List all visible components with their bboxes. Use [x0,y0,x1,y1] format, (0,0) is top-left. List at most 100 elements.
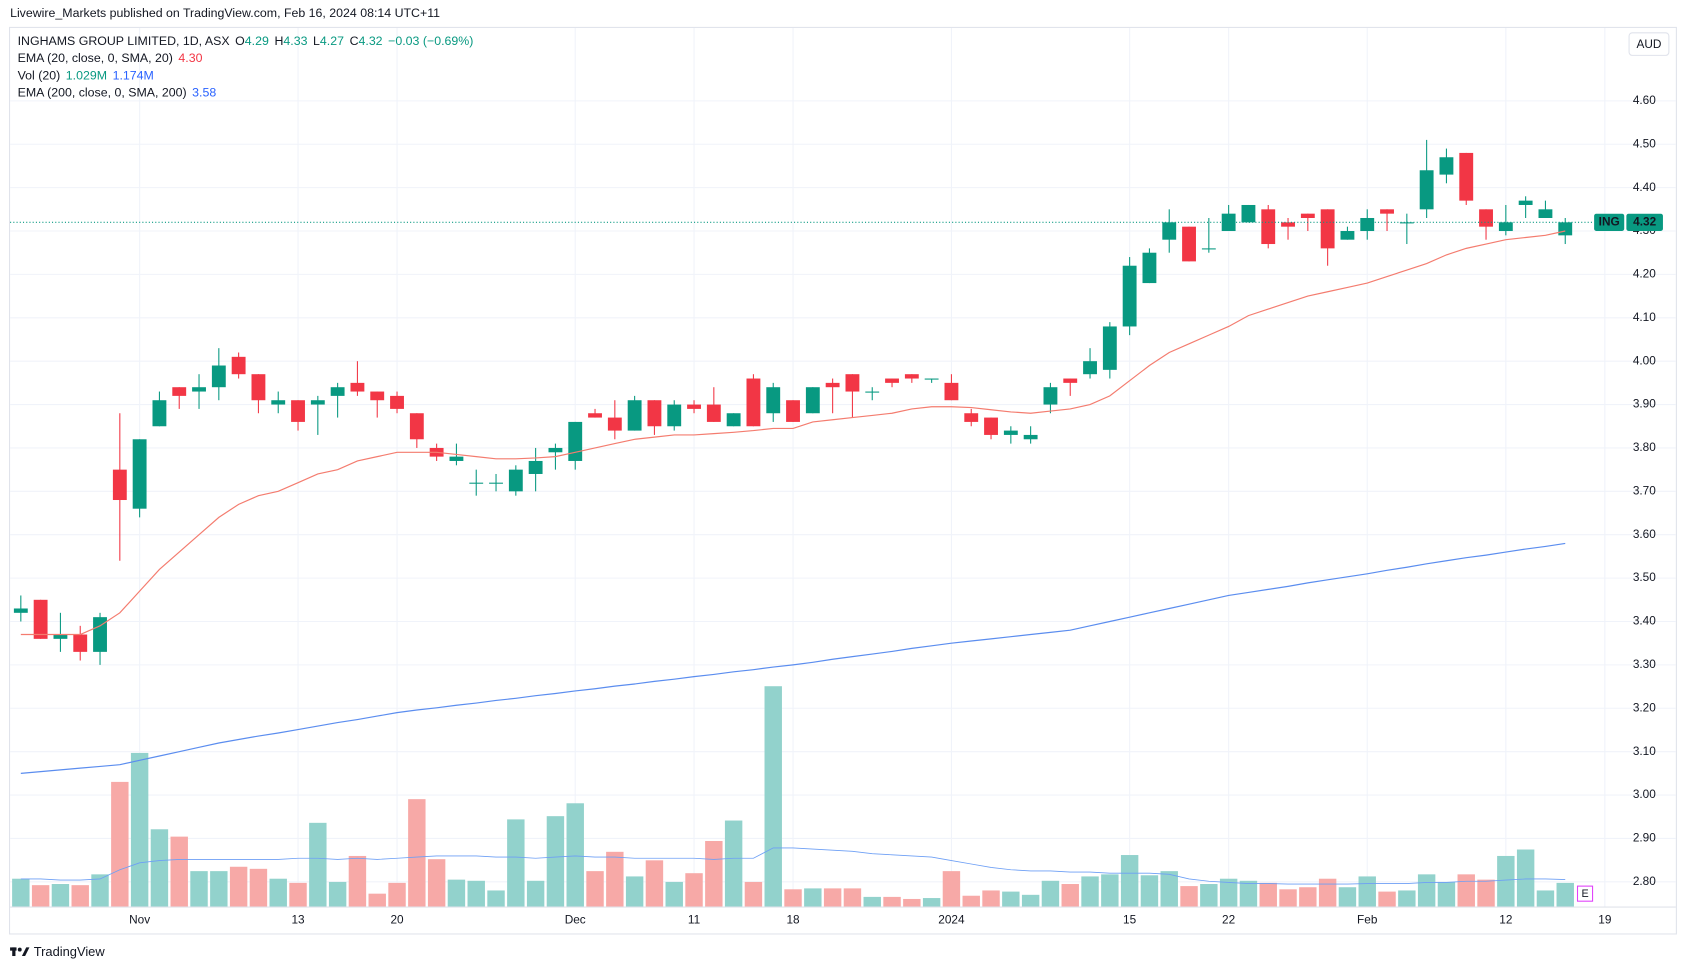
candle-body [1201,248,1216,250]
volume-bar [269,878,287,907]
candle-body [508,469,523,492]
volume-bar [843,888,862,907]
candle-body [904,374,919,379]
volume-bar [210,871,228,907]
volume-bar [685,873,703,907]
candle-body [1221,213,1236,232]
y-tick-label: 3.10 [1633,744,1656,758]
volume-bar [91,874,109,907]
volume-bar [1259,882,1277,907]
volume-bar [1299,887,1317,907]
legend-high: 4.33 [283,34,307,48]
candle-body [1063,378,1078,383]
candle-body [1102,326,1117,370]
candle-body [409,413,424,440]
candle-body [13,608,28,613]
x-tick-label: 12 [1499,913,1512,927]
candle-body [1003,430,1018,435]
chart-frame [8,26,1677,935]
volume-bar [1398,890,1416,907]
y-tick-label: 3.20 [1633,700,1656,714]
candle-body [251,374,266,401]
x-tick-label: 18 [786,913,800,927]
volume-bar [566,803,584,907]
volume-bar [130,752,149,907]
volume-bar [71,885,89,907]
y-tick-label: 4.10 [1633,310,1656,324]
candle-body [607,417,622,431]
candle-body [1459,152,1474,201]
x-tick-label: Dec [565,913,586,927]
currency-button[interactable] [1628,32,1670,56]
volume-bar [1318,878,1337,907]
volume-bar [1021,894,1040,907]
publish-header: Livewire_Markets published on TradingVie… [10,6,440,20]
volume-ma-line [20,847,1566,885]
volume-bar [31,885,50,907]
y-tick-label: 3.90 [1633,397,1656,411]
volume-bar [1120,855,1139,907]
earnings-marker-box [1576,885,1594,902]
volume-bar [526,880,545,907]
ema200-line [20,542,1566,774]
volume-bar [962,895,980,907]
legend-ema20-name: EMA (20, close, 0, SMA, 20) [18,51,173,65]
candle-body [1043,387,1058,405]
x-tick-label: 20 [390,913,404,927]
volume-bar [1200,884,1218,907]
candle-body [1399,222,1414,224]
candle-body [528,460,543,474]
volume-bar [606,851,624,907]
x-tick-label: 22 [1222,913,1235,927]
volume-bar [922,898,941,907]
tradingview-logo [10,947,30,957]
candle-body [310,400,325,405]
candle-body [964,413,979,422]
candle-body [132,439,147,509]
candle-body [1162,222,1177,240]
candle-body [1281,222,1295,227]
candle-body [390,395,404,409]
candle-body [687,404,701,409]
candle-body [33,599,48,639]
legend-close: 4.32 [359,34,383,48]
candle-body [112,469,127,501]
candle-layer [13,139,1573,665]
candle-body [825,382,840,388]
volume-bar [12,878,30,907]
candle-body [1558,222,1573,236]
volume-bar [982,890,1000,907]
volume-bar [1279,889,1297,907]
candle-body [231,356,246,375]
candle-body [1439,157,1454,175]
volume-bar [883,896,901,907]
volume-bar [863,896,881,907]
volume-bar [1457,874,1475,907]
volume-bar [586,871,604,907]
y-tick-label: 3.60 [1633,527,1656,541]
candle-body [370,391,385,401]
axis-layer: 2.80 2.90 3.00 3.10 3.20 3.30 3.40 3.50 3.60 3.70… [10,93,1676,927]
candle-body [172,387,187,396]
candle-body [53,634,68,639]
currency-label[interactable]: AUD [1636,37,1661,51]
volume-bar [507,819,525,907]
grid-layer [10,27,1676,907]
legend-vol-name: Vol (20) [18,69,61,83]
y-tick-label: 3.40 [1633,614,1656,628]
volume-bar [784,889,802,907]
y-tick-label: 2.90 [1633,831,1656,845]
candle-body [1300,213,1315,218]
candle-body [1241,204,1256,223]
volume-bar [408,799,426,907]
volume-bar [150,829,169,907]
candle-body [726,413,741,427]
volume-bar [823,888,842,907]
candle-body [548,447,563,453]
volume-bar [348,855,367,907]
y-tick-label: 4.20 [1633,267,1656,281]
candle-body [211,365,226,388]
volume-bar [289,882,307,907]
symbol-tag: ING [1599,214,1620,228]
